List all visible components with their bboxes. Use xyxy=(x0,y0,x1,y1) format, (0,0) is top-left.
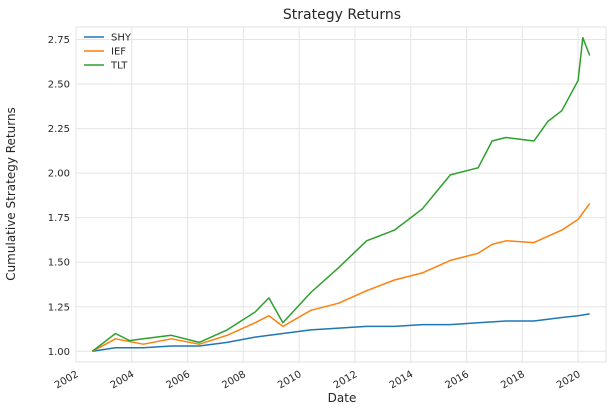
y-tick-label: 1.25 xyxy=(48,302,70,313)
legend: SHY IEF TLT xyxy=(84,33,132,72)
x-tick-label: 2004 xyxy=(109,369,137,391)
plot-background xyxy=(75,26,607,363)
series-layer xyxy=(91,36,591,353)
x-axis-title: Date xyxy=(328,391,357,405)
x-tick-label: 2008 xyxy=(220,369,248,391)
x-tick-label: 2010 xyxy=(276,369,304,391)
plot-area xyxy=(75,26,607,363)
y-tick-label: 2.50 xyxy=(48,80,70,91)
y-tick-label: 1.75 xyxy=(48,213,70,224)
x-tick-label: 2006 xyxy=(165,369,193,391)
y-tick-label: 2.00 xyxy=(48,169,70,180)
x-tick-label: 2002 xyxy=(53,369,81,391)
y-tick-label: 2.75 xyxy=(48,35,70,46)
y-tick-label: 1.50 xyxy=(48,258,70,269)
series-line-shy xyxy=(92,313,590,353)
legend-label-tlt: TLT xyxy=(110,61,128,72)
y-tick-label: 2.25 xyxy=(48,124,70,135)
x-tick-label: 2012 xyxy=(332,369,360,391)
chart-title: Strategy Returns xyxy=(283,7,401,23)
legend-label-ief: IEF xyxy=(111,47,126,58)
x-tick-label: 2014 xyxy=(388,369,416,391)
series-line-ief xyxy=(91,202,591,352)
x-tick-label: 2018 xyxy=(499,369,527,391)
series-line-tlt xyxy=(91,36,591,352)
legend-label-shy: SHY xyxy=(111,33,132,44)
x-tick-label: 2016 xyxy=(443,369,471,391)
y-tick-label: 1.00 xyxy=(48,347,70,358)
x-tick-label: 2020 xyxy=(555,369,583,391)
y-axis: 1.00 1.25 1.50 1.75 2.00 2.25 2.50 2.75 xyxy=(48,35,70,358)
y-axis-title: Cumulative Strategy Returns xyxy=(4,107,18,281)
x-axis: 2002 2004 2006 2008 2010 2012 2014 2016 2018 2020 xyxy=(53,369,583,391)
